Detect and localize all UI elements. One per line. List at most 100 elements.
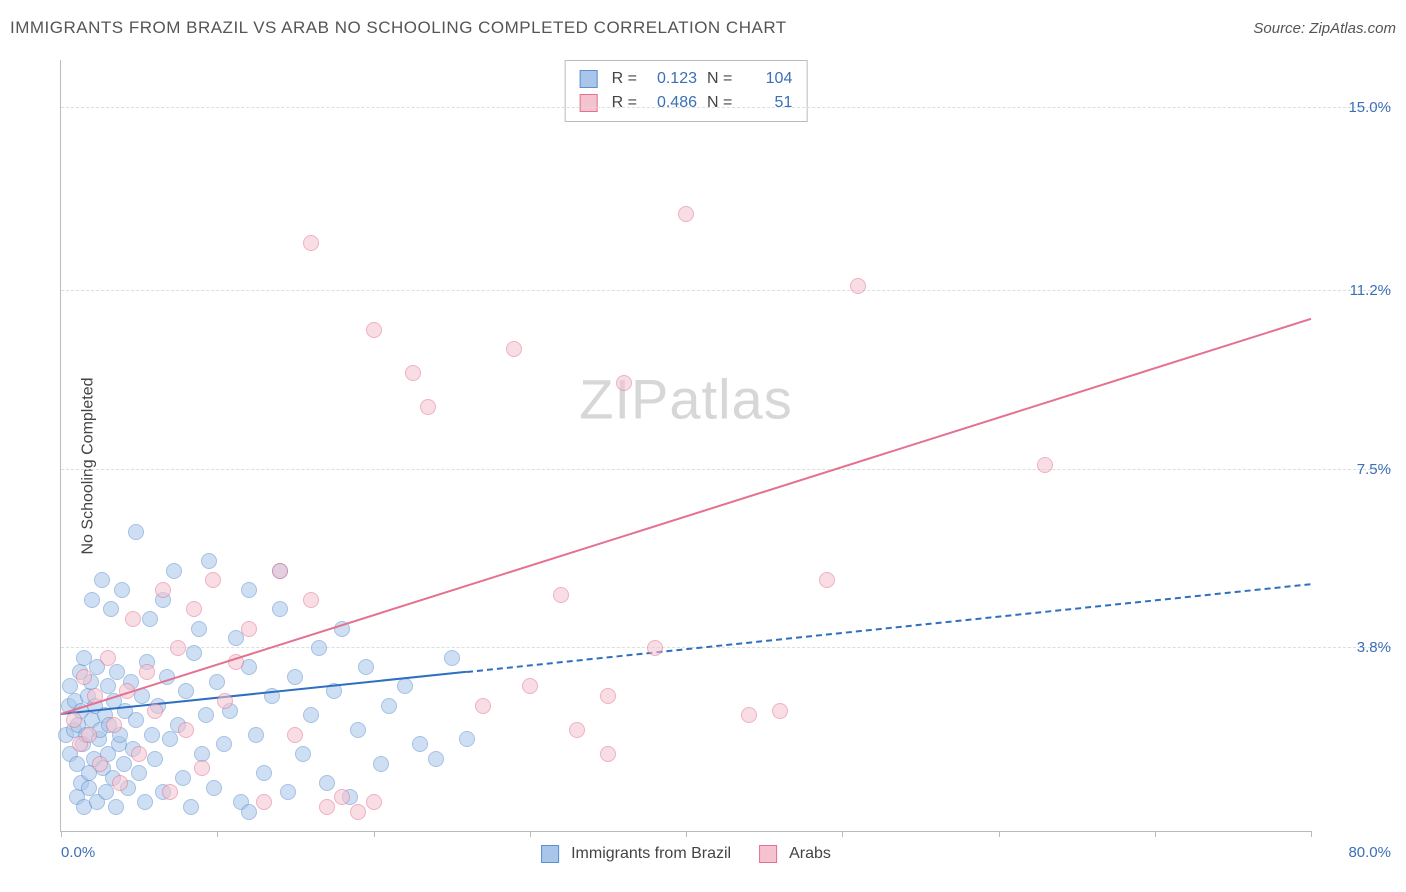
data-point-brazil (272, 601, 288, 617)
legend-label-arabs: Arabs (789, 845, 831, 863)
data-point-brazil (98, 784, 114, 800)
stat-r-label: R = (612, 91, 637, 115)
data-point-arabs (600, 746, 616, 762)
stat-n-label: N = (707, 67, 732, 91)
trendline-brazil-dashed (467, 583, 1311, 673)
data-point-arabs (147, 703, 163, 719)
data-point-brazil (216, 736, 232, 752)
data-point-brazil (444, 650, 460, 666)
data-point-arabs (303, 235, 319, 251)
data-point-brazil (94, 572, 110, 588)
data-point-brazil (311, 640, 327, 656)
data-point-brazil (206, 780, 222, 796)
data-point-brazil (209, 674, 225, 690)
data-point-arabs (506, 341, 522, 357)
data-point-arabs (366, 794, 382, 810)
data-point-arabs (186, 601, 202, 617)
data-point-arabs (522, 678, 538, 694)
data-point-brazil (162, 731, 178, 747)
data-point-brazil (280, 784, 296, 800)
data-point-arabs (81, 727, 97, 743)
data-point-arabs (366, 322, 382, 338)
data-point-brazil (256, 765, 272, 781)
data-point-arabs (475, 698, 491, 714)
x-tick (1155, 831, 1156, 837)
data-point-arabs (178, 722, 194, 738)
legend-swatch-arabs (759, 845, 777, 863)
data-point-brazil (241, 804, 257, 820)
chart-container: No Schooling Completed ZIPatlas R = 0.12… (10, 50, 1396, 882)
title-bar: IMMIGRANTS FROM BRAZIL VS ARAB NO SCHOOL… (10, 18, 1396, 38)
data-point-arabs (303, 592, 319, 608)
data-point-arabs (272, 563, 288, 579)
data-point-brazil (128, 524, 144, 540)
data-point-arabs (205, 572, 221, 588)
data-point-arabs (139, 664, 155, 680)
data-point-brazil (381, 698, 397, 714)
data-point-brazil (397, 678, 413, 694)
data-point-arabs (241, 621, 257, 637)
data-point-brazil (128, 712, 144, 728)
stat-r-label: R = (612, 67, 637, 91)
data-point-arabs (170, 640, 186, 656)
data-point-brazil (459, 731, 475, 747)
data-point-brazil (303, 707, 319, 723)
data-point-brazil (166, 563, 182, 579)
x-tick (530, 831, 531, 837)
data-point-brazil (183, 799, 199, 815)
stat-n-arabs: 51 (744, 91, 792, 115)
data-point-brazil (201, 553, 217, 569)
data-point-arabs (162, 784, 178, 800)
data-point-brazil (287, 669, 303, 685)
data-point-brazil (248, 727, 264, 743)
trendline-arabs (61, 318, 1312, 715)
data-point-arabs (155, 582, 171, 598)
data-point-arabs (287, 727, 303, 743)
data-point-arabs (112, 775, 128, 791)
bottom-legend: Immigrants from Brazil Arabs (541, 845, 831, 863)
data-point-arabs (334, 789, 350, 805)
data-point-brazil (186, 645, 202, 661)
data-point-arabs (125, 611, 141, 627)
data-point-arabs (92, 756, 108, 772)
data-point-arabs (194, 760, 210, 776)
data-point-arabs (256, 794, 272, 810)
data-point-brazil (198, 707, 214, 723)
data-point-arabs (600, 688, 616, 704)
x-tick (1311, 831, 1312, 837)
gridline-h (61, 290, 1391, 291)
y-grid-label: 11.2% (1316, 282, 1391, 299)
data-point-arabs (131, 746, 147, 762)
data-point-arabs (553, 587, 569, 603)
data-point-arabs (66, 712, 82, 728)
data-point-brazil (147, 751, 163, 767)
data-point-arabs (217, 693, 233, 709)
data-point-arabs (100, 650, 116, 666)
data-point-brazil (108, 799, 124, 815)
data-point-brazil (142, 611, 158, 627)
data-point-arabs (405, 365, 421, 381)
source-attribution: Source: ZipAtlas.com (1253, 20, 1396, 37)
stats-row-brazil: R = 0.123 N = 104 (580, 67, 793, 91)
stats-row-arabs: R = 0.486 N = 51 (580, 91, 793, 115)
stats-legend-box: R = 0.123 N = 104 R = 0.486 N = 51 (565, 60, 808, 122)
data-point-arabs (741, 707, 757, 723)
data-point-arabs (850, 278, 866, 294)
data-point-brazil (191, 621, 207, 637)
data-point-arabs (647, 640, 663, 656)
watermark: ZIPatlas (579, 367, 792, 432)
data-point-arabs (76, 669, 92, 685)
gridline-h (61, 107, 1391, 108)
data-point-brazil (137, 794, 153, 810)
stat-r-arabs: 0.486 (649, 91, 697, 115)
data-point-brazil (109, 664, 125, 680)
data-point-arabs (1037, 457, 1053, 473)
x-tick (217, 831, 218, 837)
gridline-h (61, 469, 1391, 470)
x-tick (999, 831, 1000, 837)
x-axis-max: 80.0% (1348, 844, 1391, 861)
y-grid-label: 15.0% (1316, 99, 1391, 116)
data-point-brazil (358, 659, 374, 675)
data-point-brazil (428, 751, 444, 767)
data-point-brazil (412, 736, 428, 752)
